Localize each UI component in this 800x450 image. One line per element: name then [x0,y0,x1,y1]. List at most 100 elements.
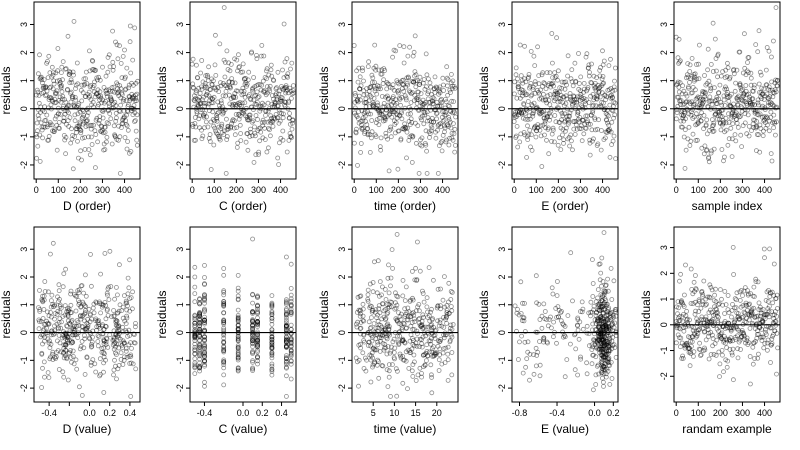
data-point [82,310,88,316]
data-point [112,296,117,302]
data-point [714,313,720,319]
data-point [426,89,432,94]
data-point [410,79,416,85]
y-tick-label: 1 [19,78,29,83]
data-point [105,292,110,298]
data-point [250,344,256,349]
data-point [773,77,778,83]
data-point [677,80,683,86]
data-point [381,66,387,71]
data-point [402,298,408,304]
data-point [598,327,604,333]
data-point [68,89,74,95]
data-point [534,352,540,358]
data-point [594,96,599,101]
data-point [192,351,198,357]
data-point [600,328,606,334]
data-point [78,304,84,310]
data-point [101,354,107,360]
data-point [240,110,246,116]
data-point [355,162,360,168]
data-point [449,289,455,295]
data-point [386,327,392,332]
data-point [610,343,616,348]
data-point [709,309,715,315]
data-point [403,125,409,131]
data-point [288,330,294,336]
data-point [62,334,67,340]
data-point [425,76,431,82]
data-point [390,54,396,60]
data-point [82,336,88,342]
y-tick-label: 1 [19,302,29,307]
data-point [93,369,99,375]
data-point [190,81,196,87]
data-point [374,315,380,321]
data-point [107,89,113,94]
data-point [576,336,582,342]
data-point [219,123,225,129]
data-point [95,77,100,83]
data-point [608,314,614,320]
data-point [197,113,202,118]
data-point [81,301,87,307]
data-point [419,341,425,347]
data-point [288,310,294,315]
data-point [400,126,406,132]
data-point [766,84,772,90]
data-point [731,101,736,107]
data-point [197,368,203,374]
data-point [110,337,116,343]
data-point [561,137,567,143]
data-point [547,92,553,97]
data-point [64,356,70,362]
data-point [595,317,600,323]
data-point [235,348,241,354]
data-point [695,94,701,100]
data-point [590,281,596,286]
data-point [212,118,217,124]
data-point [411,79,417,85]
data-point [605,87,611,93]
data-point [597,350,603,356]
data-point [283,327,289,332]
data-point [389,362,395,368]
data-point [568,76,574,82]
data-point [392,130,398,136]
data-point [271,96,276,102]
data-point [713,111,719,117]
data-point [601,364,607,369]
data-point [61,346,67,351]
y-tick-label: 2 [497,274,507,279]
data-point [125,109,131,114]
data-point [601,337,606,343]
data-point [79,392,85,398]
y-tick-label: 3 [175,247,185,252]
data-point [708,85,714,91]
data-point [746,133,752,139]
data-point [714,116,720,122]
data-point [119,125,124,130]
data-point [131,340,137,346]
y-tick-label: 0 [497,106,507,111]
data-point [83,326,89,332]
data-point [221,332,227,338]
data-point [521,101,527,106]
data-point [213,87,219,93]
data-point [48,354,53,360]
data-point [364,91,370,97]
data-point [116,123,121,129]
data-point [192,341,198,347]
data-point [102,129,108,135]
data-point [513,72,519,78]
data-point [41,77,47,82]
data-point [515,144,521,150]
data-point [255,361,260,367]
data-point [755,97,761,103]
data-point [396,88,402,93]
data-point [256,126,262,132]
data-point [35,113,41,118]
data-point [39,297,45,303]
data-point [270,77,276,83]
data-point [379,111,385,117]
